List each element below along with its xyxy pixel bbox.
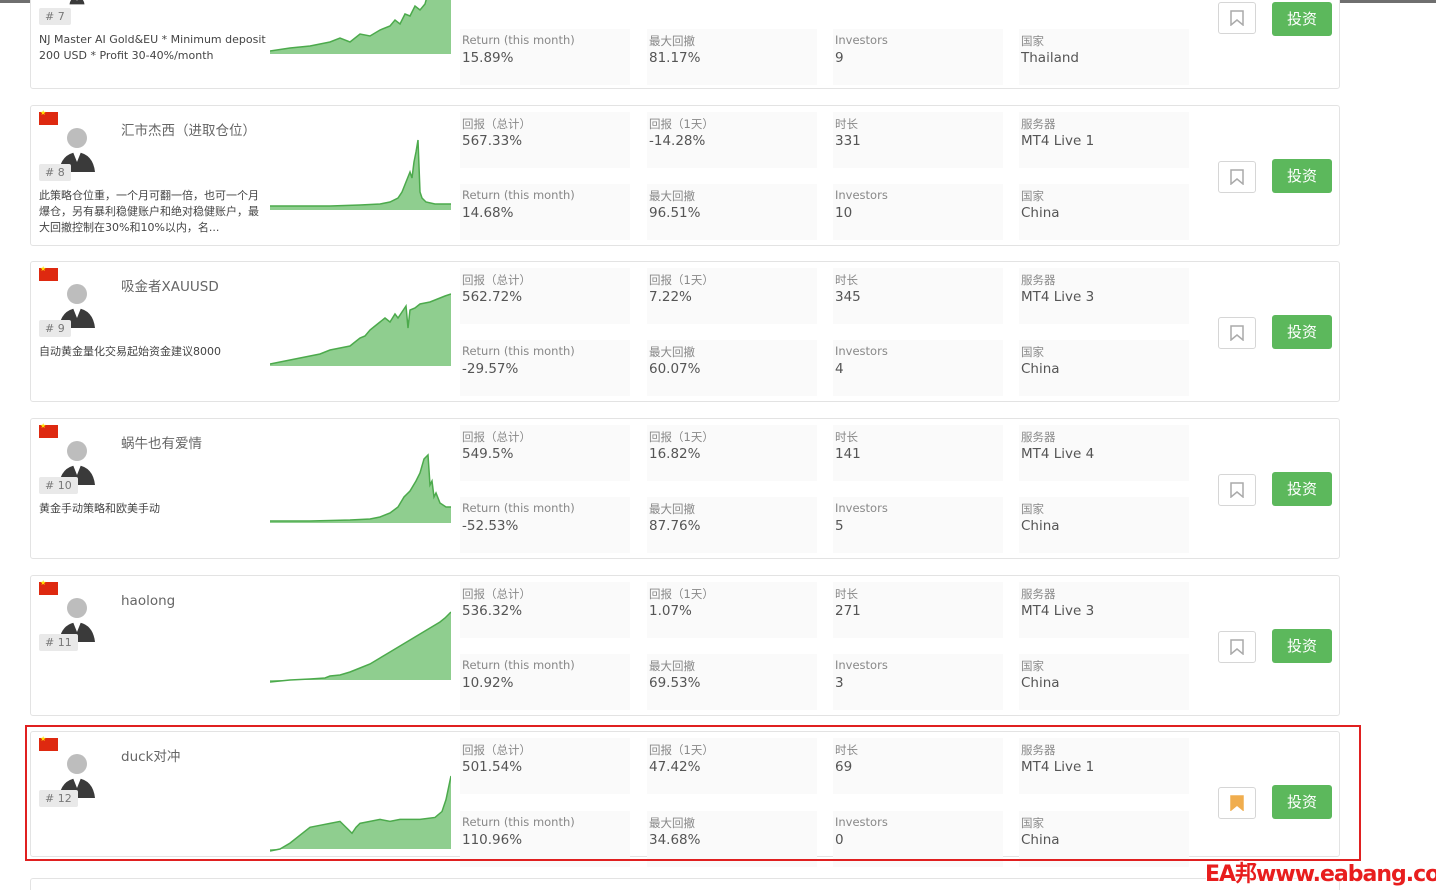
stat-duration: 时长 345	[833, 268, 1003, 324]
stat-return-1d: 回报（1天） 16.82%	[647, 425, 817, 481]
trader-name[interactable]: 蜗牛也有爱情	[121, 436, 202, 452]
china-flag-icon	[39, 109, 58, 125]
stat-return-total: 回报（总计） 562.72%	[460, 268, 630, 324]
rank-badge: # 11	[39, 634, 78, 651]
invest-button[interactable]: 投资	[1272, 629, 1332, 663]
stat-return-total: 回报（总计） 549.5%	[460, 425, 630, 481]
stat-max-drawdown: 最大回撤 69.53%	[647, 654, 817, 710]
invest-button[interactable]: 投资	[1272, 472, 1332, 506]
stat-investors: Investors 0	[833, 811, 1003, 867]
rank-badge: # 7	[39, 8, 71, 25]
bookmark-icon	[1230, 482, 1244, 498]
stat-investors: Investors 4	[833, 340, 1003, 396]
stat-max-drawdown: 最大回撤 60.07%	[647, 340, 817, 396]
trader-card-next	[30, 878, 1340, 890]
stat-country: 国家 China	[1019, 340, 1189, 396]
invest-button[interactable]: 投资	[1272, 2, 1332, 36]
stat-return-total: 回报（总计） 501.54%	[460, 738, 630, 794]
trader-card-11[interactable]: # 11 haolong 回报（总计） 536.32% 回报（1天） 1.07%…	[30, 575, 1340, 716]
equity-chart	[270, 775, 451, 852]
china-flag-icon	[39, 735, 58, 751]
strategy-description: 此策略仓位重，一个月可翻一倍，也可一个月爆仓，另有暴利稳健账户和绝对稳健账户，最…	[39, 189, 259, 234]
china-flag-icon	[39, 579, 58, 595]
rank-badge: # 12	[39, 790, 78, 807]
bookmark-icon	[1230, 639, 1244, 655]
china-flag-icon	[39, 422, 58, 438]
stat-return-month: Return (this month) 10.92%	[460, 654, 630, 710]
bookmark-icon	[1230, 10, 1244, 26]
stat-duration: 时长 141	[833, 425, 1003, 481]
stat-return-1d: 回报（1天） 47.42%	[647, 738, 817, 794]
stat-return-month: Return (this month) -52.53%	[460, 497, 630, 553]
bookmark-icon	[1230, 169, 1244, 185]
stat-country: 国家 China	[1019, 811, 1189, 867]
trader-name[interactable]: 汇市杰西（进取仓位）	[121, 123, 256, 139]
equity-chart	[270, 0, 451, 54]
avatar-icon	[69, 0, 85, 5]
strategy-description: NJ Master AI Gold&EU * Minimum deposit 2…	[39, 33, 266, 62]
rank-badge: # 8	[39, 164, 71, 181]
stat-investors: Investors 10	[833, 184, 1003, 240]
stat-return-month: Return (this month) -29.57%	[460, 340, 630, 396]
stat-server: 服务器 MT4 Live 3	[1019, 582, 1189, 638]
stat-country: 国家 China	[1019, 497, 1189, 553]
invest-button[interactable]: 投资	[1272, 315, 1332, 349]
stat-return-1d: 回报（1天） 7.22%	[647, 268, 817, 324]
rank-badge: # 9	[39, 320, 71, 337]
stat-server: 服务器 MT4 Live 3	[1019, 268, 1189, 324]
stat-return-month: Return (this month) 15.89%	[460, 29, 630, 85]
stat-country: 国家 China	[1019, 654, 1189, 710]
trader-name[interactable]: duck对冲	[121, 749, 181, 765]
stat-max-drawdown: 最大回撤 96.51%	[647, 184, 817, 240]
stat-return-1d: 回报（1天） 1.07%	[647, 582, 817, 638]
stat-return-total: 回报（总计） 567.33%	[460, 112, 630, 168]
stat-duration: 时长 331	[833, 112, 1003, 168]
strategy-description: 黄金手动策略和欧美手动	[39, 502, 160, 515]
watermark: EA邦www.eabang.com	[1205, 862, 1436, 887]
bookmark-button[interactable]	[1218, 474, 1256, 506]
bookmark-button[interactable]	[1218, 631, 1256, 663]
stat-investors: Investors 9	[833, 29, 1003, 85]
trader-card-12[interactable]: # 12 duck对冲 回报（总计） 501.54% 回报（1天） 47.42%…	[30, 731, 1340, 867]
stat-return-month: Return (this month) 110.96%	[460, 811, 630, 867]
equity-chart	[270, 293, 451, 366]
invest-button[interactable]: 投资	[1272, 785, 1332, 819]
stat-server: 服务器 MT4 Live 1	[1019, 112, 1189, 168]
stat-investors: Investors 3	[833, 654, 1003, 710]
bookmark-icon	[1230, 325, 1244, 341]
strategy-description: 自动黄金量化交易起始资金建议8000	[39, 345, 221, 358]
trader-name[interactable]: haolong	[121, 593, 176, 609]
trader-card-7[interactable]: # 7 NJ Master AI Gold&EU * Minimum depos…	[30, 0, 1340, 89]
equity-chart	[270, 611, 451, 683]
trader-card-8[interactable]: # 8 汇市杰西（进取仓位） 此策略仓位重，一个月可翻一倍，也可一个月爆仓，另有…	[30, 105, 1340, 246]
trader-card-10[interactable]: # 10 蜗牛也有爱情 黄金手动策略和欧美手动 回报（总计） 549.5% 回报…	[30, 418, 1340, 559]
stat-duration: 时长 271	[833, 582, 1003, 638]
stat-server: 服务器 MT4 Live 1	[1019, 738, 1189, 794]
bookmark-button-active[interactable]	[1218, 787, 1256, 819]
bookmark-filled-icon	[1230, 795, 1244, 811]
rank-badge: # 10	[39, 477, 78, 494]
stat-max-drawdown: 最大回撤 81.17%	[647, 29, 817, 85]
equity-chart	[270, 453, 451, 523]
invest-button[interactable]: 投资	[1272, 159, 1332, 193]
stat-country: 国家 China	[1019, 184, 1189, 240]
stat-server: 服务器 MT4 Live 4	[1019, 425, 1189, 481]
china-flag-icon	[39, 265, 58, 281]
stat-return-1d: 回报（1天） -14.28%	[647, 112, 817, 168]
stat-country: 国家 Thailand	[1019, 29, 1189, 85]
stat-return-total: 回报（总计） 536.32%	[460, 582, 630, 638]
stat-investors: Investors 5	[833, 497, 1003, 553]
stat-duration: 时长 69	[833, 738, 1003, 794]
bookmark-button[interactable]	[1218, 317, 1256, 349]
stat-return-month: Return (this month) 14.68%	[460, 184, 630, 240]
bookmark-button[interactable]	[1218, 2, 1256, 34]
trader-card-9[interactable]: # 9 吸金者XAUUSD 自动黄金量化交易起始资金建议8000 回报（总计） …	[30, 261, 1340, 402]
stat-max-drawdown: 最大回撤 34.68%	[647, 811, 817, 867]
bookmark-button[interactable]	[1218, 161, 1256, 193]
stat-max-drawdown: 最大回撤 87.76%	[647, 497, 817, 553]
trader-name[interactable]: 吸金者XAUUSD	[121, 279, 219, 295]
equity-chart	[270, 139, 451, 210]
